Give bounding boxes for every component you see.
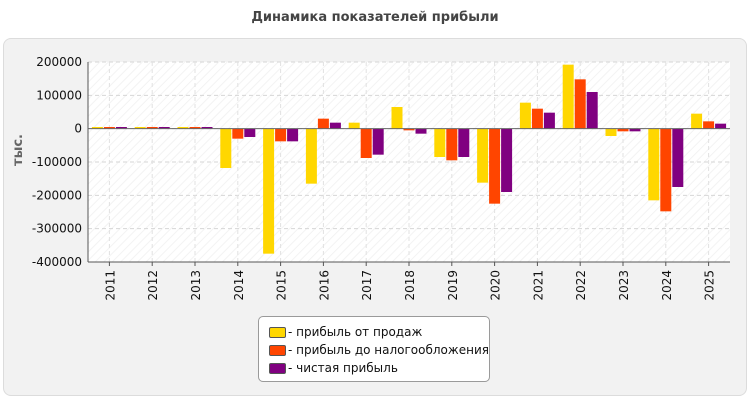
legend-item: - прибыль до налогообложения xyxy=(269,341,489,359)
x-tick-label: 2020 xyxy=(489,270,503,301)
bar-series-3 xyxy=(672,128,684,187)
bar-series-1 xyxy=(305,128,317,184)
bar-series-3 xyxy=(372,128,384,155)
bar-series-3 xyxy=(287,128,299,142)
x-tick-label: 2023 xyxy=(617,270,631,301)
bar-series-2 xyxy=(531,108,543,129)
bar-series-1 xyxy=(691,113,703,129)
legend-label: - прибыль от продаж xyxy=(288,325,423,339)
bar-series-2 xyxy=(489,128,501,204)
legend-swatch xyxy=(269,344,286,356)
x-tick-label: 2024 xyxy=(660,270,674,301)
x-tick-label: 2013 xyxy=(189,270,203,301)
bar-series-1 xyxy=(648,128,660,201)
x-tick-label: 2016 xyxy=(317,270,331,301)
x-tick-label: 2017 xyxy=(360,270,374,301)
bar-series-2 xyxy=(275,128,287,142)
bar-series-2 xyxy=(232,128,244,139)
bar-series-1 xyxy=(434,128,446,157)
bar-series-1 xyxy=(134,127,146,129)
bar-series-3 xyxy=(586,92,598,129)
bar-series-3 xyxy=(244,128,256,137)
bar-series-2 xyxy=(403,128,415,131)
legend-label: - чистая прибыль xyxy=(288,361,398,375)
bar-series-2 xyxy=(446,128,458,161)
bar-series-2 xyxy=(317,118,329,129)
y-tick-label: -200000 xyxy=(32,188,82,202)
bar-series-1 xyxy=(220,128,232,168)
bar-series-1 xyxy=(391,107,403,129)
bar-series-3 xyxy=(543,112,555,129)
bar-series-3 xyxy=(201,127,213,129)
bar-series-3 xyxy=(458,128,470,157)
bar-series-3 xyxy=(415,128,427,134)
bar-series-2 xyxy=(703,121,715,129)
bar-series-1 xyxy=(562,64,574,129)
y-tick-label: 0 xyxy=(74,122,82,136)
y-tick-label: -400000 xyxy=(32,255,82,269)
legend-label: - прибыль до налогообложения xyxy=(288,343,489,357)
y-tick-label: -100000 xyxy=(32,155,82,169)
bar-series-1 xyxy=(91,127,103,129)
bar-series-2 xyxy=(574,79,586,129)
bar-series-1 xyxy=(605,128,617,136)
x-tick-label: 2014 xyxy=(232,270,246,301)
bars xyxy=(91,64,727,254)
x-tick-label: 2015 xyxy=(275,270,289,301)
bar-series-2 xyxy=(617,128,629,132)
y-tick-label: 200000 xyxy=(36,55,82,69)
bar-series-3 xyxy=(715,123,727,129)
chart-title: Динамика показателей прибыли xyxy=(251,10,499,25)
bar-series-3 xyxy=(158,127,170,129)
bar-series-2 xyxy=(360,128,372,158)
legend-swatch xyxy=(269,362,286,374)
legend: - прибыль от продаж - прибыль до налогооб… xyxy=(258,316,490,382)
bar-series-2 xyxy=(103,127,115,129)
x-tick-label: 2019 xyxy=(446,270,460,301)
bar-series-1 xyxy=(263,128,275,254)
axes: 200000 100000 0 -100000 -200000 -300000 -40000… xyxy=(32,55,730,301)
y-axis-label: тыс. xyxy=(11,134,26,166)
legend-item: - прибыль от продаж xyxy=(269,323,489,341)
bar-series-1 xyxy=(348,122,360,129)
bar-series-3 xyxy=(329,122,341,129)
x-tick-label: 2018 xyxy=(403,270,417,301)
x-tick-label: 2022 xyxy=(574,270,588,301)
x-tick-label: 2021 xyxy=(531,270,545,301)
bar-series-1 xyxy=(177,127,189,129)
y-tick-label: 100000 xyxy=(36,88,82,102)
y-tick-label: -300000 xyxy=(32,222,82,236)
x-tick-label: 2011 xyxy=(103,270,117,301)
bar-series-2 xyxy=(189,127,201,129)
legend-item: - чистая прибыль xyxy=(269,359,489,377)
bar-series-3 xyxy=(501,128,513,192)
x-tick-label: 2012 xyxy=(146,270,160,301)
legend-swatch xyxy=(269,326,286,338)
bar-series-2 xyxy=(660,128,672,212)
bar-series-1 xyxy=(477,128,489,183)
x-tick-label: 2025 xyxy=(703,270,717,301)
bar-series-1 xyxy=(519,102,531,129)
bar-series-2 xyxy=(146,127,158,129)
bar-series-3 xyxy=(115,127,127,129)
bar-series-3 xyxy=(629,128,641,132)
